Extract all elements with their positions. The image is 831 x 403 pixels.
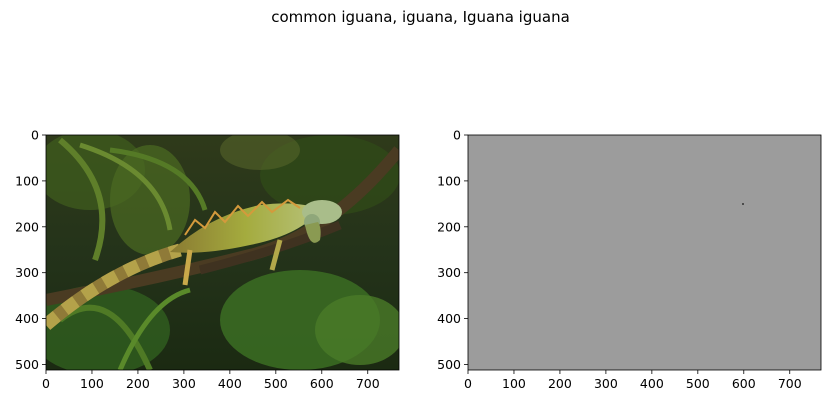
x-tick-label: 200 [126,376,150,391]
iguana-photo [46,135,399,370]
x-tick-label: 0 [464,376,472,391]
gray-x-ticks: 0 100 200 300 400 500 600 700 [464,370,802,391]
x-tick-label: 100 [80,376,104,391]
photo-axes: 0 100 200 300 400 500 600 700 0 100 200 300 400 500 [15,128,400,391]
y-tick-label: 100 [15,173,39,188]
photo-y-ticks: 0 100 200 300 400 500 [15,128,46,372]
x-tick-label: 700 [356,376,380,391]
y-tick-label: 100 [437,173,461,188]
x-tick-label: 700 [778,376,802,391]
figure-title: common iguana, iguana, Iguana iguana [271,8,570,26]
y-tick-label: 400 [15,311,39,326]
y-tick-label: 0 [453,128,461,143]
x-tick-label: 600 [732,376,756,391]
x-tick-label: 500 [686,376,710,391]
x-tick-label: 300 [594,376,618,391]
y-tick-label: 500 [15,357,39,372]
x-tick-label: 400 [640,376,664,391]
y-tick-label: 0 [31,128,39,143]
gray-axes: 0 100 200 300 400 500 600 700 0 100 200 300 400 500 [437,128,822,391]
x-tick-label: 200 [548,376,572,391]
y-tick-label: 400 [437,311,461,326]
photo-x-ticks: 0 100 200 300 400 500 600 700 [42,370,380,391]
x-tick-label: 0 [42,376,50,391]
y-tick-label: 200 [15,219,39,234]
x-tick-label: 600 [310,376,334,391]
gray-y-ticks: 0 100 200 300 400 500 [437,128,468,372]
gray-image [468,135,821,370]
x-tick-label: 100 [502,376,526,391]
y-tick-label: 500 [437,357,461,372]
x-tick-label: 500 [264,376,288,391]
y-tick-label: 300 [437,265,461,280]
y-tick-label: 300 [15,265,39,280]
x-tick-label: 300 [172,376,196,391]
x-tick-label: 400 [218,376,242,391]
y-tick-label: 200 [437,219,461,234]
dark-speck [742,203,744,205]
